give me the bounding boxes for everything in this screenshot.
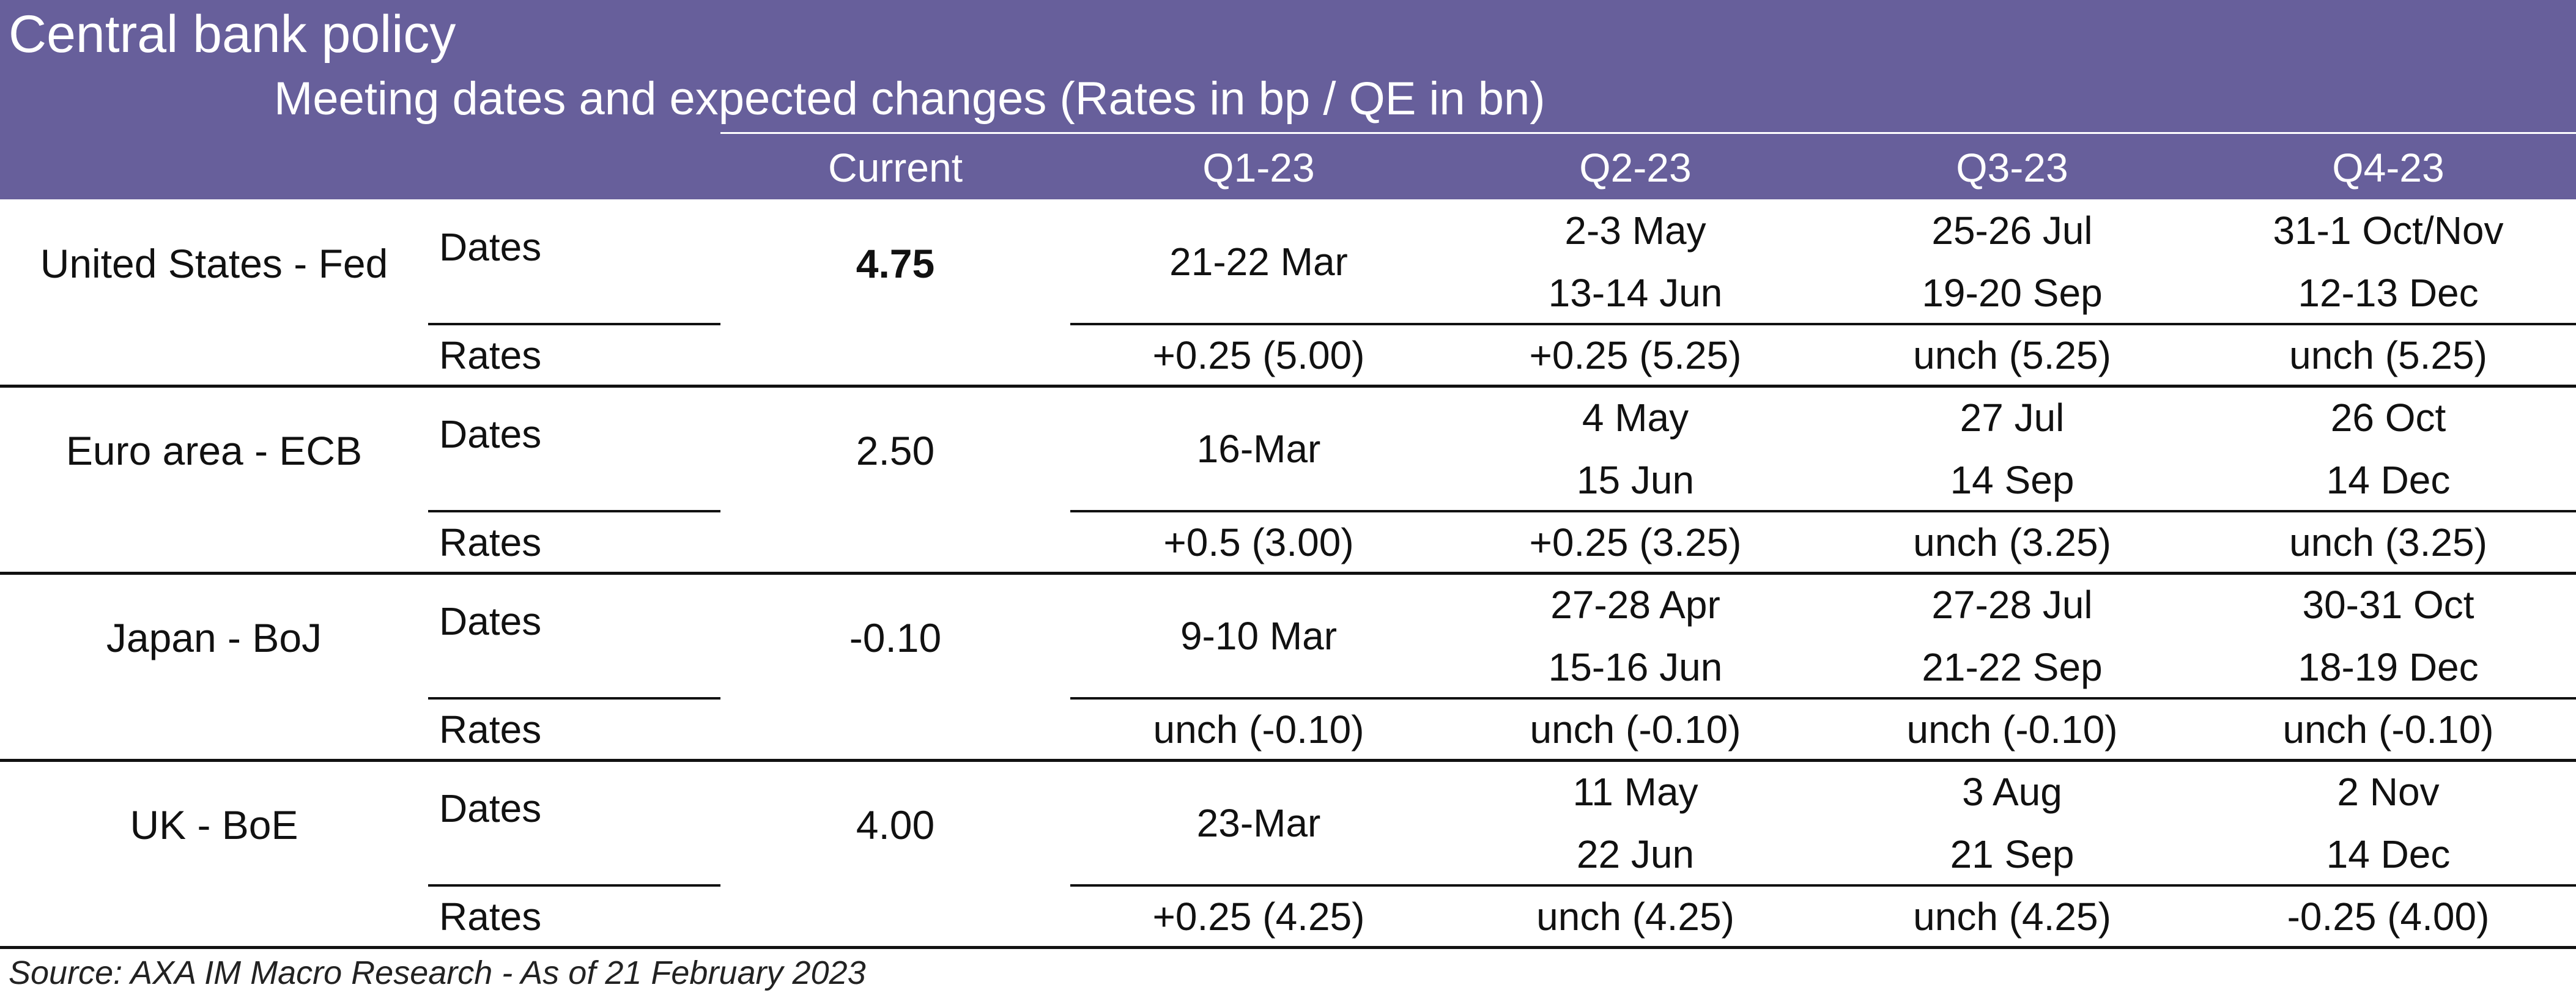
dates-divider	[1070, 323, 2576, 325]
meeting-date: 15-16 Jun	[1548, 645, 1723, 689]
meeting-date: 26 Oct	[2330, 396, 2446, 440]
meeting-date: 25-26 Jul	[1931, 209, 2093, 253]
meeting-date: 3 Aug	[1962, 770, 2062, 814]
meeting-date: 19-20 Sep	[1922, 271, 2103, 315]
current-rate: 4.00	[856, 802, 935, 848]
rate-change: -0.25 (4.00)	[2287, 895, 2490, 939]
rate-change: +0.25 (3.25)	[1529, 520, 1742, 564]
country-name: United States - Fed	[40, 241, 388, 286]
dates-divider	[428, 697, 720, 700]
dates-divider	[428, 510, 720, 512]
meeting-date: 4 May	[1582, 396, 1689, 440]
meeting-date: 22 Jun	[1576, 832, 1695, 876]
rate-change: +0.25 (4.25)	[1152, 895, 1365, 939]
meeting-date: 31-1 Oct/Nov	[2273, 209, 2504, 253]
meeting-date: 27 Jul	[1960, 396, 2065, 440]
current-rate: -0.10	[849, 615, 942, 660]
rate-change: unch (3.25)	[1913, 520, 2111, 564]
row-label-dates: Dates	[439, 225, 542, 269]
meeting-date: 14 Sep	[1950, 458, 2074, 502]
dates-divider	[1070, 884, 2576, 887]
meeting-date: 27-28 Jul	[1931, 583, 2093, 627]
meeting-date: 11 May	[1572, 770, 1698, 814]
country-name: Euro area - ECB	[65, 428, 363, 473]
rate-change: unch (-0.10)	[1906, 707, 2118, 752]
meeting-date: 9-10 Mar	[1180, 614, 1338, 658]
rate-change: unch (5.25)	[2289, 333, 2487, 377]
table-subtitle: Meeting dates and expected changes (Rate…	[274, 73, 1545, 125]
rate-change: +0.5 (3.00)	[1163, 520, 1354, 564]
group-divider	[0, 572, 2576, 575]
meeting-date: 23-Mar	[1196, 801, 1321, 845]
row-label-rates: Rates	[439, 333, 542, 377]
country-name: UK - BoE	[130, 802, 298, 848]
source-note: Source: AXA IM Macro Research - As of 21…	[9, 955, 866, 991]
row-label-rates: Rates	[439, 707, 542, 752]
current-rate: 2.50	[856, 428, 935, 473]
header-divider	[720, 132, 2576, 134]
dates-divider	[1070, 510, 2576, 512]
row-label-rates: Rates	[439, 895, 542, 939]
dates-divider	[428, 884, 720, 887]
rate-change: unch (-0.10)	[1153, 707, 1364, 752]
col-header-q4: Q4-23	[2332, 145, 2445, 190]
col-header-q1: Q1-23	[1202, 145, 1315, 190]
rate-change: unch (-0.10)	[1530, 707, 1741, 752]
group-divider	[0, 759, 2576, 762]
rate-change: unch (-0.10)	[2282, 707, 2494, 752]
row-label-dates: Dates	[439, 786, 542, 830]
meeting-date: 21-22 Mar	[1169, 240, 1348, 284]
rate-change: unch (5.25)	[1913, 333, 2111, 377]
meeting-date: 15 Jun	[1576, 458, 1695, 502]
group-divider	[0, 385, 2576, 388]
current-rate: 4.75	[856, 241, 935, 286]
meeting-date: 18-19 Dec	[2298, 645, 2479, 689]
meeting-date: 21-22 Sep	[1922, 645, 2103, 689]
rate-change: unch (4.25)	[1536, 895, 1734, 939]
col-header-q2: Q2-23	[1579, 145, 1692, 190]
meeting-date: 27-28 Apr	[1550, 583, 1720, 627]
meeting-date: 16-Mar	[1196, 427, 1321, 471]
meeting-date: 13-14 Jun	[1548, 271, 1723, 315]
rate-change: unch (3.25)	[2289, 520, 2487, 564]
col-header-q3: Q3-23	[1956, 145, 2068, 190]
row-label-rates: Rates	[439, 520, 542, 564]
meeting-date: 2 Nov	[2337, 770, 2440, 814]
meeting-date: 12-13 Dec	[2298, 271, 2479, 315]
meeting-date: 2-3 May	[1564, 209, 1706, 253]
table-header: Central bank policy Meeting dates and ex…	[0, 0, 2576, 199]
meeting-date: 14 Dec	[2326, 832, 2451, 876]
meeting-date: 14 Dec	[2326, 458, 2451, 502]
rate-change: unch (4.25)	[1913, 895, 2111, 939]
meeting-date: 30-31 Oct	[2302, 583, 2474, 627]
col-header-current: Current	[827, 145, 963, 190]
country-name: Japan - BoJ	[106, 615, 322, 660]
rate-change: +0.25 (5.25)	[1529, 333, 1742, 377]
dates-divider	[1070, 697, 2576, 700]
dates-divider	[428, 323, 720, 325]
meeting-date: 21 Sep	[1950, 832, 2074, 876]
table-title: Central bank policy	[9, 5, 456, 64]
rate-change: +0.25 (5.00)	[1152, 333, 1365, 377]
group-divider	[0, 946, 2576, 949]
row-label-dates: Dates	[439, 599, 542, 643]
row-label-dates: Dates	[439, 412, 542, 456]
